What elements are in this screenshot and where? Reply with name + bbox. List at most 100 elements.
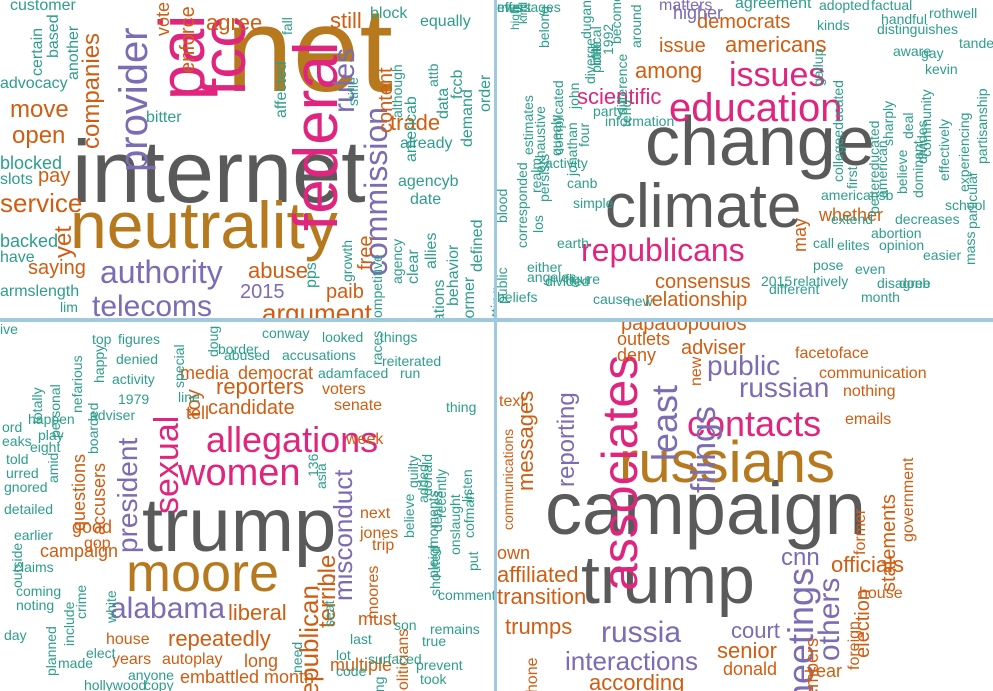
word-net-neutrality-1: neutrality bbox=[70, 188, 338, 262]
word-moore-allegations-17: questions bbox=[69, 454, 89, 532]
word-climate-change-27: kevin bbox=[925, 61, 958, 77]
word-net-neutrality-54: data bbox=[435, 88, 452, 120]
word-moore-allegations-31: must bbox=[358, 609, 398, 629]
word-moore-allegations-15: good bbox=[72, 517, 113, 537]
word-moore-allegations-1: moore bbox=[126, 543, 280, 603]
word-russia-campaign-42: communications bbox=[500, 428, 516, 530]
word-climate-change-65: angeles bbox=[527, 269, 577, 285]
word-russia-campaign-8: public bbox=[707, 350, 781, 381]
word-moore-allegations-12: repeatedly bbox=[168, 626, 271, 651]
word-net-neutrality-51: order bbox=[477, 74, 494, 112]
word-climate-change-90: around bbox=[628, 4, 644, 49]
word-moore-allegations-22: voters bbox=[322, 381, 366, 398]
word-climate-change-95: tend bbox=[618, 99, 634, 127]
word-climate-change-97: beliefs bbox=[497, 289, 538, 305]
word-moore-allegations-27: long bbox=[244, 651, 279, 671]
word-moore-allegations-52: abused bbox=[224, 347, 270, 363]
word-net-neutrality-24: paib bbox=[326, 281, 364, 303]
word-net-neutrality-29: another bbox=[65, 25, 82, 80]
word-climate-change-54: donb bbox=[899, 275, 931, 291]
word-net-neutrality-34: blocked bbox=[0, 153, 63, 173]
word-net-neutrality-42: agencyb bbox=[398, 173, 459, 190]
word-climate-change-6: among bbox=[635, 58, 703, 83]
word-moore-allegations-82: planned bbox=[43, 626, 59, 676]
word-moore-allegations-66: eaks bbox=[2, 433, 32, 449]
word-moore-allegations-119: ive bbox=[0, 322, 18, 337]
word-net-neutrality-66: lim bbox=[60, 299, 78, 315]
word-russia-campaign-26: papadopoulos bbox=[621, 322, 747, 335]
word-moore-allegations-9: reporters bbox=[216, 374, 305, 399]
word-net-neutrality-11: companies bbox=[78, 32, 105, 149]
word-moore-allegations-25: years bbox=[112, 651, 152, 668]
word-moore-allegations-108: facing bbox=[371, 677, 387, 691]
word-climate-change-49: opinion bbox=[879, 237, 925, 253]
word-moore-allegations-83: made bbox=[58, 655, 94, 671]
word-moore-allegations-91: believe bbox=[401, 493, 417, 538]
word-moore-allegations-26: autoplay bbox=[162, 651, 223, 668]
word-net-neutrality-19: saying bbox=[28, 257, 86, 279]
word-net-neutrality-13: still bbox=[330, 8, 362, 33]
word-climate-change-53: disagree bbox=[877, 275, 931, 291]
word-russia-campaign-12: interactions bbox=[565, 646, 698, 676]
word-moore-allegations-112: code bbox=[336, 663, 367, 679]
word-russia-campaign-9: russian bbox=[739, 372, 830, 403]
word-russia-campaign-30: facetoface bbox=[795, 345, 869, 362]
word-russia-campaign-20: affiliated bbox=[497, 562, 579, 587]
word-moore-allegations-63: happen bbox=[28, 411, 75, 427]
word-moore-allegations-0: trump bbox=[142, 483, 337, 568]
horizontal-divider bbox=[0, 318, 993, 322]
word-russia-campaign-33: former bbox=[852, 508, 869, 555]
word-net-neutrality-0: internet bbox=[72, 122, 366, 221]
word-moore-allegations-60: boarded bbox=[85, 402, 101, 454]
word-net-neutrality-33: bitter bbox=[146, 109, 182, 126]
word-net-neutrality-48: behavior bbox=[445, 245, 462, 307]
word-moore-allegations-57: run bbox=[400, 365, 421, 381]
word-moore-allegations-79: white bbox=[103, 589, 119, 623]
word-cloud-russia-campaign: campaign trump russians associates contacts l… bbox=[497, 322, 993, 691]
word-net-neutrality-22: trade bbox=[390, 110, 441, 135]
word-moore-allegations-59: adviser bbox=[90, 407, 136, 423]
word-climate-change-60: new bbox=[627, 293, 653, 309]
word-climate-change-37: divides bbox=[914, 120, 930, 164]
word-climate-change-44: decreases bbox=[895, 211, 960, 227]
word-climate-change-92: four bbox=[576, 122, 592, 147]
word-climate-change-51: pose bbox=[813, 257, 844, 273]
word-climate-change-13: may bbox=[790, 217, 810, 252]
word-moore-allegations-97: moments bbox=[425, 490, 441, 548]
word-climate-change-96: blood bbox=[497, 188, 510, 223]
word-climate-change-45: abortion bbox=[871, 225, 922, 241]
word-climate-change-10: whether bbox=[819, 205, 884, 225]
word-climate-change-25: aware bbox=[893, 43, 932, 59]
word-moore-allegations-78: outside bbox=[9, 542, 25, 588]
word-moore-allegations-70: gnored bbox=[4, 479, 48, 495]
word-climate-change-63: figure bbox=[565, 271, 601, 287]
word-russia-campaign-41: text bbox=[499, 393, 525, 410]
word-moore-allegations-77: day bbox=[4, 627, 27, 643]
word-net-neutrality-31: certain bbox=[29, 27, 46, 76]
word-climate-change-80: complicated bbox=[550, 79, 566, 155]
word-moore-allegations-38: week bbox=[346, 431, 384, 448]
word-russia-campaign-0: campaign bbox=[545, 467, 866, 550]
word-moore-allegations-54: reiterated bbox=[382, 353, 442, 369]
word-net-neutrality-27: enforce bbox=[177, 6, 199, 73]
word-moore-allegations-16: accusers bbox=[89, 463, 109, 536]
word-climate-change-38: believe bbox=[894, 149, 910, 194]
word-climate-change-100: ews bbox=[497, 0, 522, 15]
word-net-neutrality-38: armslength bbox=[0, 283, 80, 300]
word-net-neutrality-20: abuse bbox=[248, 258, 308, 283]
word-net-neutrality-39: block bbox=[370, 5, 408, 22]
word-russia-campaign-2: russians bbox=[619, 430, 835, 495]
word-climate-change-94: information bbox=[605, 113, 675, 129]
word-moore-allegations-5: alabama bbox=[110, 592, 226, 625]
word-moore-allegations-55: adam bbox=[318, 365, 354, 381]
word-moore-allegations-29: month bbox=[264, 667, 315, 687]
word-net-neutrality-6: authority bbox=[100, 254, 223, 290]
word-climate-change-42: first bbox=[844, 165, 860, 189]
word-russia-campaign-43: own bbox=[497, 543, 531, 563]
word-moore-allegations-69: urred bbox=[6, 465, 39, 481]
word-net-neutrality-60: attb bbox=[425, 63, 441, 87]
word-cloud-moore-allegations: trump moore women allegations sexual alabama p… bbox=[0, 322, 494, 691]
word-moore-allegations-35: next bbox=[360, 505, 391, 522]
word-moore-allegations-14: campaign bbox=[40, 541, 119, 561]
